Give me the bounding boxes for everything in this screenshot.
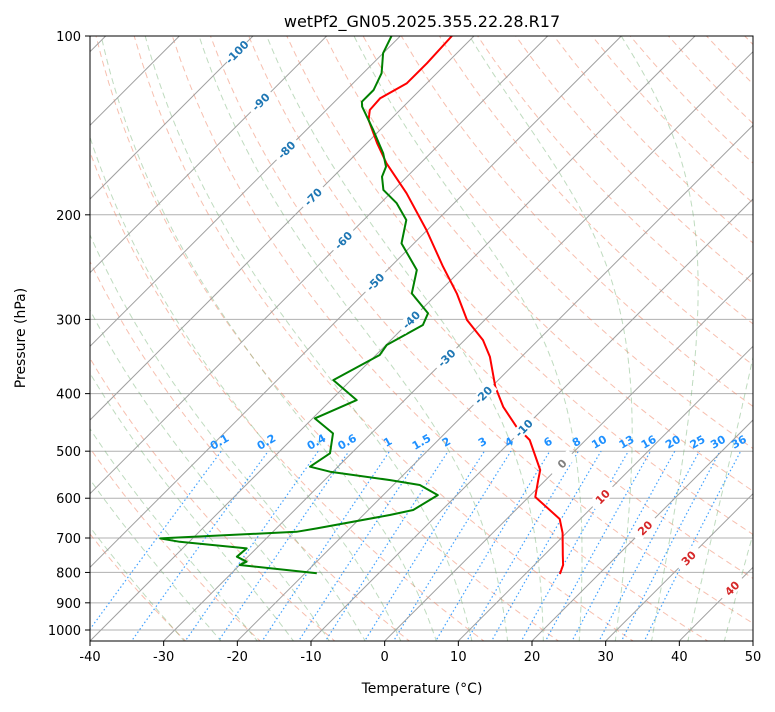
y-tick-label: 400 <box>56 388 81 403</box>
isotherm <box>751 36 775 643</box>
y-axis-label: Pressure (hPa) <box>13 288 29 388</box>
x-tick-label: 30 <box>597 650 614 665</box>
x-tick-label: -10 <box>300 650 321 665</box>
y-tick-label: 700 <box>56 532 81 547</box>
x-tick-label: -20 <box>227 650 248 665</box>
x-tick-label: -40 <box>79 650 100 665</box>
x-tick-label: -30 <box>153 650 174 665</box>
y-tick-label: 500 <box>56 445 81 460</box>
x-tick-label: 20 <box>524 650 541 665</box>
x-tick-label: 40 <box>671 650 688 665</box>
y-tick-label: 1000 <box>48 624 81 639</box>
x-tick-label: 10 <box>450 650 467 665</box>
y-tick-label: 800 <box>56 566 81 581</box>
y-tick-label: 200 <box>56 209 81 224</box>
y-tick-label: 900 <box>56 597 81 612</box>
chart-title: wetPf2_GN05.2025.355.22.28.R17 <box>284 12 560 32</box>
x-tick-label: 0 <box>381 650 389 665</box>
y-tick-label: 300 <box>56 313 81 328</box>
x-axis-label: Temperature (°C) <box>361 681 483 697</box>
y-tick-label: 100 <box>56 30 81 45</box>
x-tick-label: 50 <box>745 650 762 665</box>
y-tick-label: 600 <box>56 492 81 507</box>
